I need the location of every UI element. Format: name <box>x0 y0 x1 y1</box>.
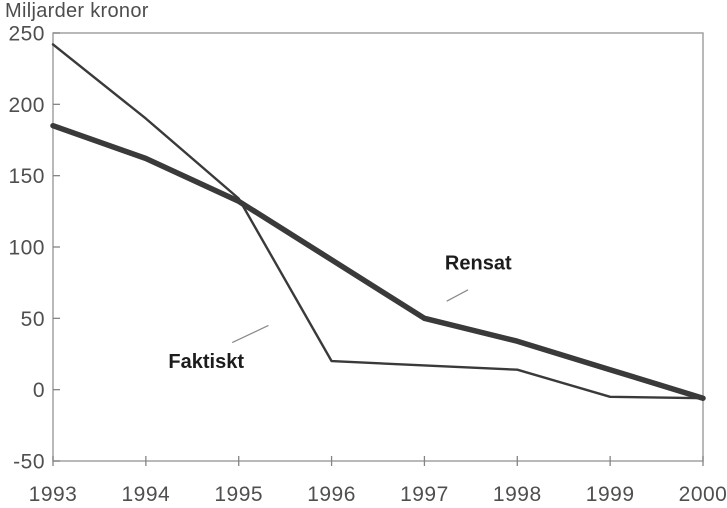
y-tick-label: 0 <box>33 379 45 402</box>
annotation-label-faktiskt: Faktiskt <box>168 351 244 373</box>
x-tick-label: 1996 <box>307 483 356 506</box>
y-tick-label: -50 <box>13 451 45 474</box>
y-tick-label: 200 <box>8 94 45 117</box>
y-tick-label: 100 <box>8 237 45 260</box>
x-tick-label: 1998 <box>493 483 542 506</box>
plot-border <box>52 32 704 462</box>
x-tick-label: 1999 <box>586 483 635 506</box>
annotation-leader-rensat <box>446 289 469 302</box>
x-tick-label: 1995 <box>214 483 263 506</box>
annotation-label-rensat: Rensat <box>445 253 512 275</box>
annotation-leader-faktiskt <box>231 324 269 344</box>
y-tick-label: 50 <box>21 308 45 331</box>
series-line-rensat <box>50 122 706 401</box>
series-line-faktiskt <box>51 43 705 400</box>
y-tick-label: 250 <box>8 23 45 46</box>
x-tick-label: 1994 <box>121 483 170 506</box>
x-tick-label: 2000 <box>679 483 727 506</box>
y-axis-unit-label: Miljarder kronor <box>5 0 149 22</box>
x-tick-label: 1997 <box>400 483 449 506</box>
y-tick-label: 150 <box>8 165 45 188</box>
x-tick-label: 1993 <box>29 483 78 506</box>
